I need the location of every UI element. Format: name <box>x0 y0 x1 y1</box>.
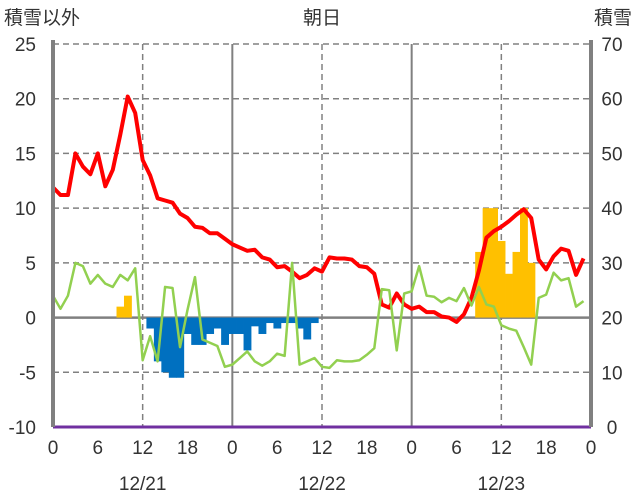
right-tick-label: 10 <box>601 363 622 384</box>
labels: 積雪以外 朝日 積雪 <box>4 7 632 29</box>
negative-bar <box>146 317 155 329</box>
positive-bar <box>527 262 536 318</box>
negative-bar <box>280 317 289 324</box>
x-tick-label: 0 <box>48 438 59 459</box>
lines <box>51 94 591 429</box>
x-tick-label: 6 <box>272 438 283 459</box>
date-label: 12/21 <box>119 474 167 495</box>
x-tick-label: 6 <box>451 438 462 459</box>
left-tick-label: 10 <box>15 199 36 220</box>
left-tick-label: 20 <box>15 90 36 111</box>
left-axis-title: 積雪以外 <box>4 7 80 29</box>
positive-bar <box>123 295 132 318</box>
positive-bar <box>482 208 491 318</box>
bars <box>116 208 536 378</box>
right-tick-label: 20 <box>601 309 622 330</box>
grid <box>53 43 591 427</box>
negative-bar <box>288 317 297 324</box>
left-tick-label: 0 <box>25 309 36 330</box>
negative-bar <box>310 317 319 324</box>
x-tick-label: 18 <box>536 438 557 459</box>
right-tick-label: 30 <box>601 254 622 275</box>
x-tick-label: 0 <box>586 438 597 459</box>
negative-bar <box>258 317 267 334</box>
chart-title: 朝日 <box>303 7 341 29</box>
negative-bar <box>228 317 237 334</box>
negative-bar <box>183 317 192 334</box>
positive-bar <box>505 273 513 318</box>
x-tick-label: 6 <box>93 438 104 459</box>
x-tick-label: 18 <box>177 438 198 459</box>
x-tick-label: 0 <box>406 438 417 459</box>
left-tick-label: -5 <box>19 363 36 384</box>
green-series-line <box>51 261 585 370</box>
left-tick-label: 25 <box>15 35 36 56</box>
positive-bar <box>116 306 125 318</box>
negative-bar <box>213 317 222 329</box>
right-tick-label: 70 <box>601 35 622 56</box>
negative-bar <box>273 317 282 329</box>
x-tick-label: 12 <box>491 438 512 459</box>
positive-bar <box>475 251 484 318</box>
negative-bar <box>295 317 304 329</box>
x-tick-label: 12 <box>311 438 332 459</box>
negative-bar <box>303 317 312 340</box>
x-tick-label: 18 <box>356 438 377 459</box>
positive-bar <box>490 208 498 318</box>
date-label: 12/22 <box>298 474 346 495</box>
positive-bar <box>520 208 528 318</box>
negative-bar <box>168 317 177 378</box>
right-tick-label: 0 <box>607 418 618 439</box>
left-tick-label: -10 <box>9 418 36 439</box>
right-tick-label: 40 <box>601 199 622 220</box>
negative-bar <box>153 317 162 362</box>
negative-bar <box>191 317 200 345</box>
right-tick-label: 60 <box>601 90 622 111</box>
negative-bar <box>251 317 259 327</box>
right-tick-label: 50 <box>601 144 622 165</box>
negative-bar <box>161 317 170 373</box>
left-tick-label: 15 <box>15 144 36 165</box>
x-tick-label: 12 <box>132 438 153 459</box>
positive-bar <box>512 251 521 318</box>
negative-bar <box>243 317 252 351</box>
negative-bar <box>221 317 229 345</box>
negative-bar <box>206 317 215 334</box>
red-series-line <box>51 94 586 324</box>
negative-bar <box>236 317 244 334</box>
date-label: 12/23 <box>478 474 526 495</box>
right-axis-title: 積雪 <box>594 7 632 29</box>
x-tick-label: 0 <box>227 438 238 459</box>
positive-bar <box>497 240 506 318</box>
left-tick-label: 5 <box>25 254 36 275</box>
negative-bar <box>265 317 274 324</box>
